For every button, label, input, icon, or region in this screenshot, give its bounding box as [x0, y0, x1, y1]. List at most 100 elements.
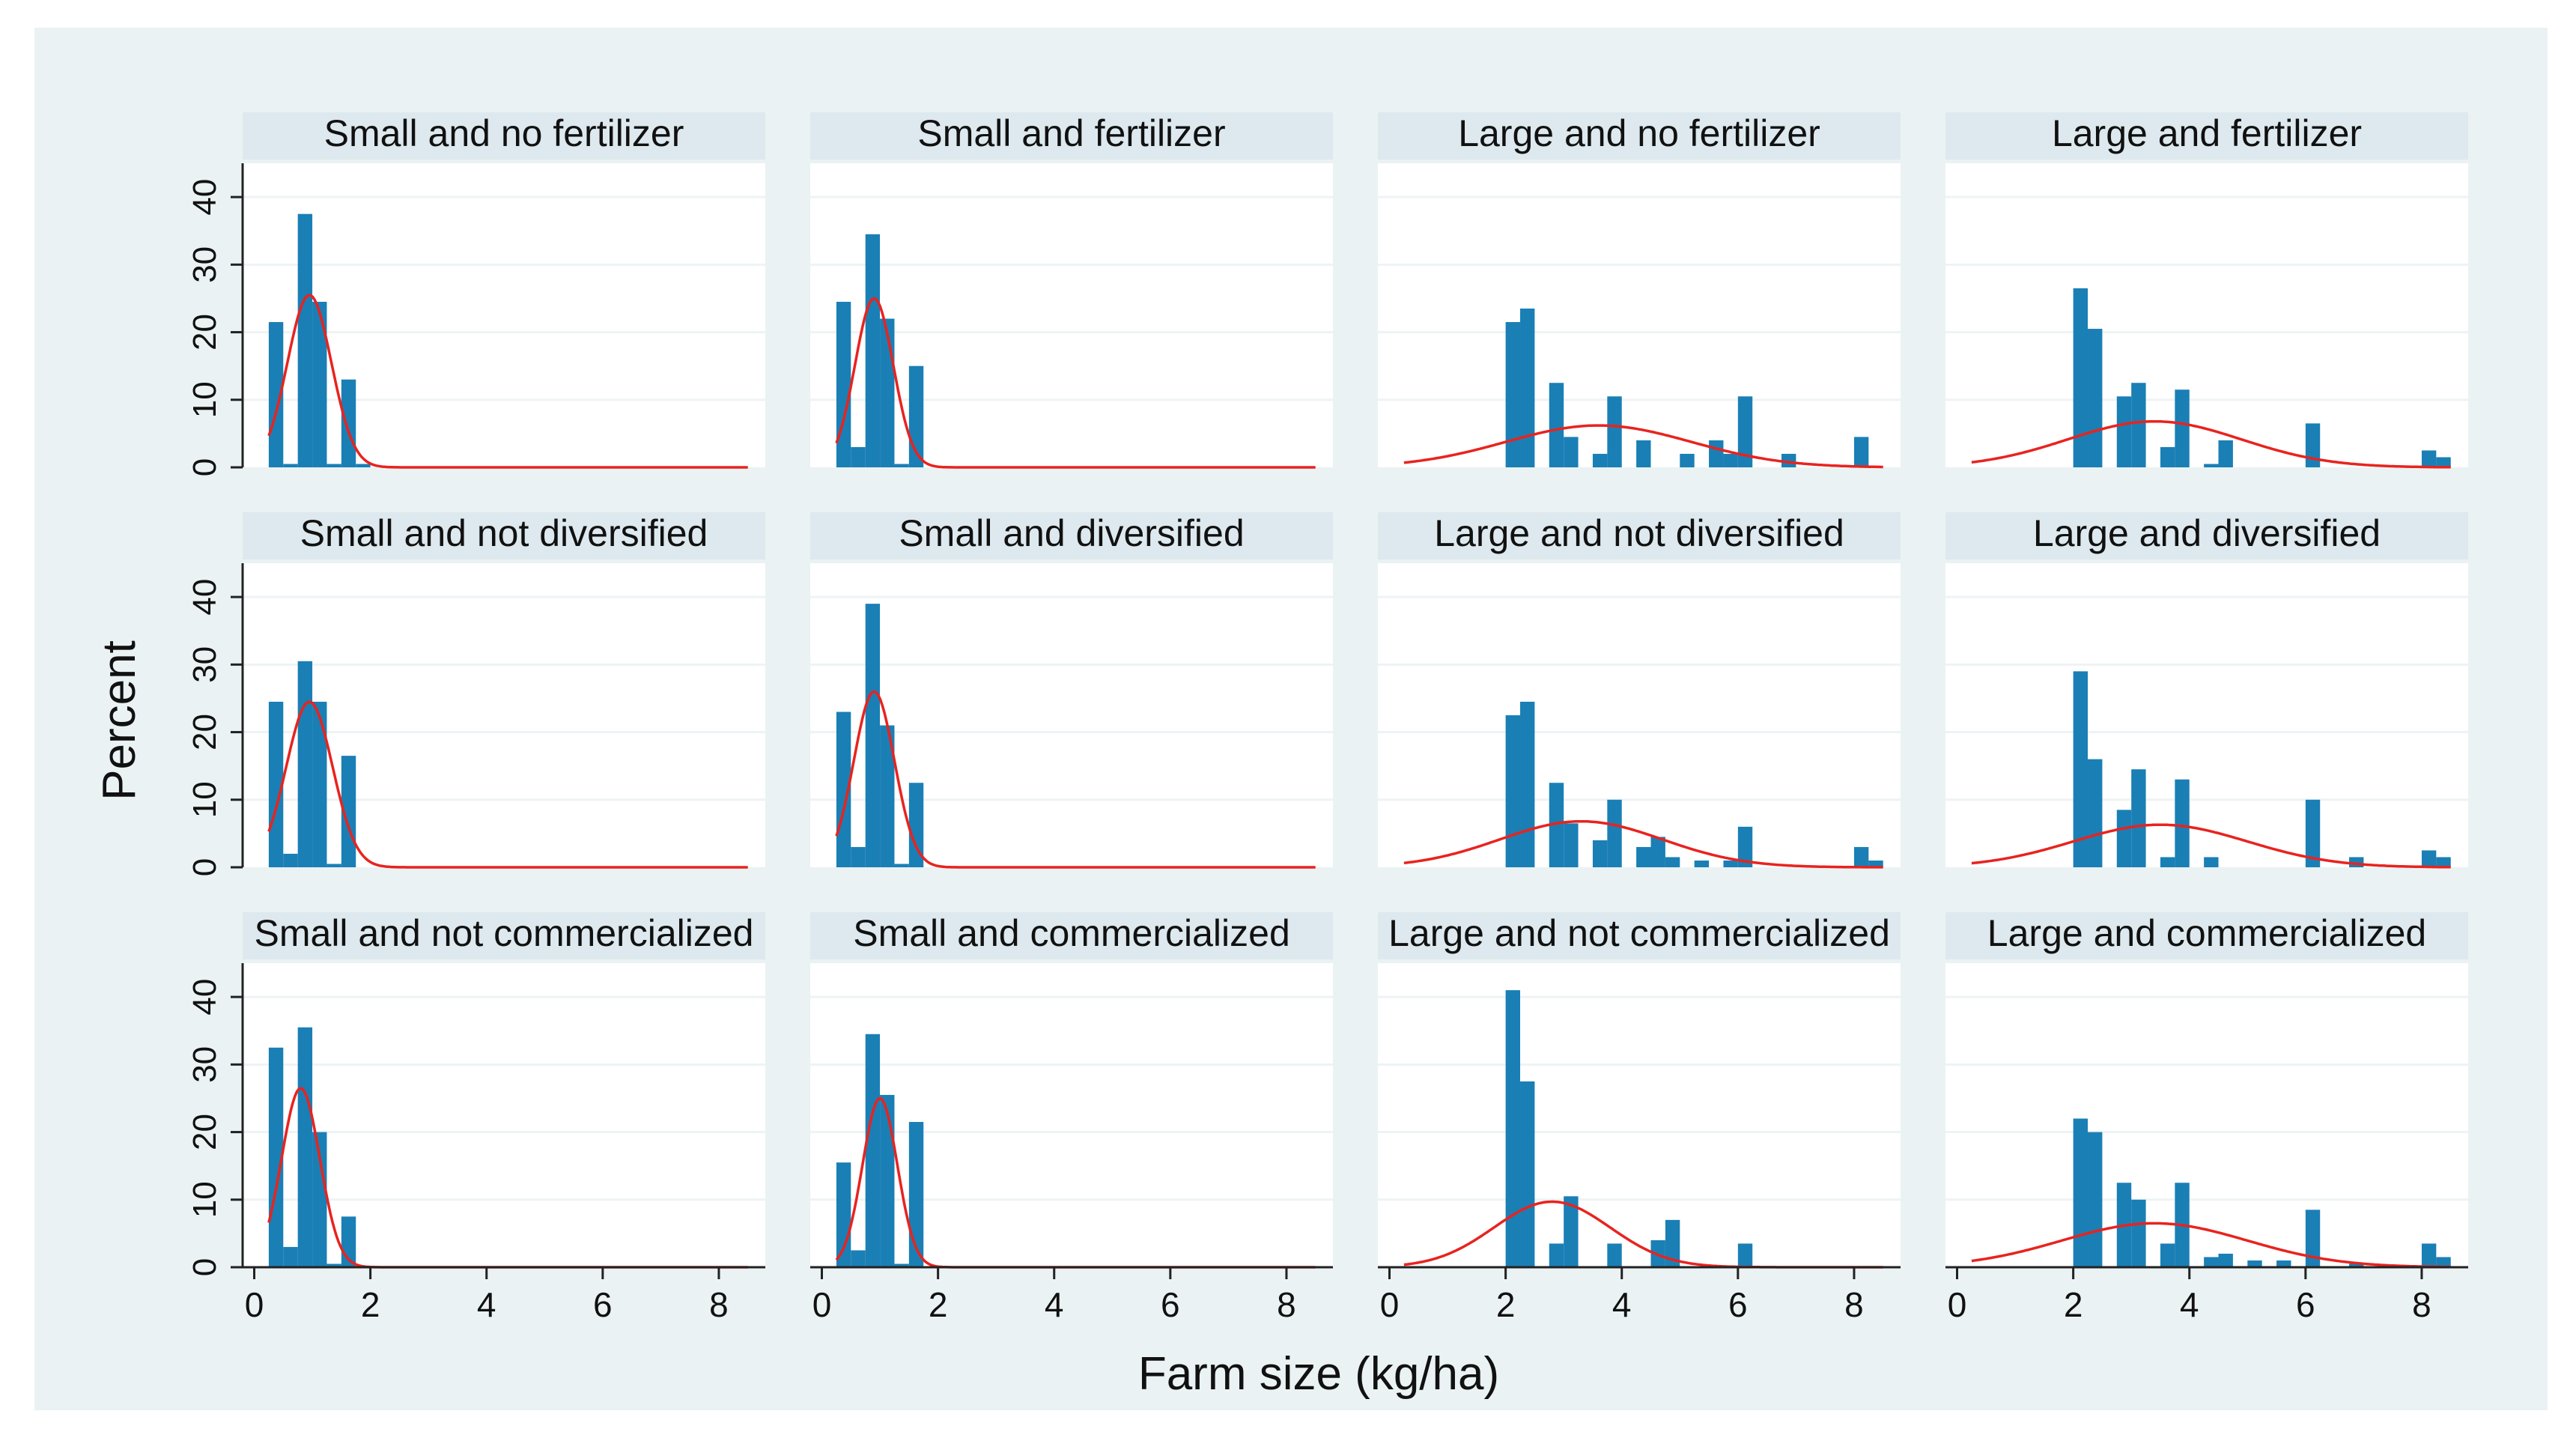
- histogram-bar: [2073, 288, 2089, 467]
- panel-title: Large and diversified: [2033, 512, 2381, 554]
- histogram-bar: [1564, 823, 1579, 867]
- histogram-bar: [865, 1034, 881, 1267]
- histogram-bar: [1592, 453, 1608, 467]
- histogram-bar: [2421, 450, 2437, 467]
- x-tick-label: 6: [593, 1285, 613, 1324]
- histogram-bar: [2305, 1210, 2321, 1267]
- histogram-bar: [2073, 1118, 2089, 1267]
- histogram-bar: [268, 701, 284, 867]
- x-tick-label: 2: [929, 1285, 948, 1324]
- histogram-bar: [1737, 826, 1753, 867]
- panel-header: [810, 112, 1333, 160]
- panel-1: Small and no fertilizer 0 10 20 30 40: [186, 112, 765, 476]
- histogram-bar: [1564, 437, 1579, 467]
- panel-header: [243, 912, 765, 959]
- histogram-bar: [1520, 308, 1535, 467]
- panel-plot-area: [243, 963, 765, 1267]
- density-curve: [1403, 424, 1883, 469]
- histogram-bar: [865, 234, 881, 467]
- histogram-bar: [1680, 453, 1695, 467]
- panel-title: Small and no fertilizer: [324, 112, 684, 154]
- panel-header: [1378, 512, 1901, 559]
- x-tick-label: 0: [812, 1285, 832, 1324]
- x-tick-label: 4: [2180, 1285, 2199, 1324]
- panel-9: Small and not commercialized 0 10 20 30 40 0 2 4…: [186, 912, 765, 1324]
- histogram-bar: [283, 1246, 298, 1267]
- y-tick-label: 40: [186, 979, 223, 1016]
- x-tick-label: 2: [361, 1285, 380, 1324]
- panel-header: [1945, 512, 2468, 559]
- histogram-bar: [1549, 1243, 1564, 1267]
- panel-header: [810, 512, 1333, 559]
- x-tick-label: 4: [1612, 1285, 1632, 1324]
- histogram-bar: [2088, 329, 2103, 467]
- panel-title: Small and fertilizer: [917, 112, 1225, 154]
- histogram-bar: [1549, 383, 1564, 467]
- histogram-bar: [1650, 837, 1665, 867]
- histogram-bar: [2204, 1257, 2219, 1267]
- x-tick-label: 4: [477, 1285, 496, 1324]
- histogram-bar: [2436, 1257, 2451, 1267]
- histogram-bar: [2436, 857, 2451, 867]
- histogram-bar: [326, 864, 341, 867]
- panel-plot-area: [243, 163, 765, 467]
- histogram-bar: [1723, 860, 1738, 867]
- histogram-bar: [1520, 1081, 1535, 1267]
- panel-plot-area: [1945, 563, 2468, 867]
- x-tick-label: 6: [1161, 1285, 1180, 1324]
- histogram-bar: [1520, 701, 1535, 867]
- x-tick-label: 4: [1045, 1285, 1064, 1324]
- histogram-bar: [1549, 783, 1564, 867]
- histogram-bar: [851, 446, 866, 467]
- histogram-bar: [836, 301, 851, 467]
- histogram-bar: [1636, 846, 1651, 867]
- histogram-bar: [341, 379, 356, 467]
- histogram-bar: [326, 1263, 341, 1267]
- histogram-bar: [2349, 1263, 2364, 1267]
- histogram-bar: [283, 853, 298, 867]
- y-tick-label: 0: [186, 1258, 223, 1276]
- histogram-bar: [1505, 322, 1521, 467]
- histogram-bar: [2218, 440, 2233, 467]
- histogram-bar: [880, 318, 895, 467]
- histogram-bar: [851, 1250, 866, 1267]
- histogram-bar: [1868, 860, 1883, 867]
- histogram-bar: [880, 1094, 895, 1267]
- panel-title: Small and not commercialized: [255, 912, 754, 954]
- histogram-bar: [1592, 840, 1608, 867]
- histogram-bar: [2305, 423, 2321, 467]
- histogram-bar: [312, 701, 327, 867]
- panel-title: Small and commercialized: [853, 912, 1290, 954]
- y-tick-label: 0: [186, 458, 223, 476]
- x-tick-label: 0: [245, 1285, 264, 1324]
- histogram-bar: [283, 464, 298, 467]
- panel-plot-area: [1945, 163, 2468, 467]
- panel-header: [810, 912, 1333, 959]
- y-tick-label: 10: [186, 381, 223, 418]
- histogram-bar: [836, 1162, 851, 1267]
- histogram-bar: [2160, 857, 2175, 867]
- histogram-bar: [1665, 857, 1680, 867]
- histogram-bar: [1709, 440, 1724, 467]
- panel-title: Large and not diversified: [1434, 512, 1844, 554]
- panel-title: Small and diversified: [899, 512, 1244, 554]
- histogram-bar: [1607, 1243, 1622, 1267]
- histogram-bar: [894, 464, 909, 467]
- histogram-bar: [908, 1122, 924, 1267]
- histogram-bar: [1737, 1243, 1753, 1267]
- histogram-bar: [1607, 799, 1622, 867]
- y-tick-label: 40: [186, 179, 223, 216]
- y-tick-label: 10: [186, 1181, 223, 1218]
- panel-6: Small and diversified: [810, 512, 1333, 869]
- histogram-bar: [908, 783, 924, 867]
- histogram-bar: [2088, 1132, 2103, 1267]
- panel-title: Large and no fertilizer: [1458, 112, 1820, 154]
- histogram-bar: [312, 1132, 327, 1267]
- histogram-bar: [2131, 383, 2146, 467]
- histogram-bar: [2160, 1243, 2175, 1267]
- histogram-bar: [2175, 389, 2190, 467]
- density-curve: [1971, 823, 2451, 869]
- panel-plot-area: [810, 563, 1333, 867]
- histogram-bar: [297, 213, 313, 467]
- histogram-bar: [1505, 990, 1521, 1267]
